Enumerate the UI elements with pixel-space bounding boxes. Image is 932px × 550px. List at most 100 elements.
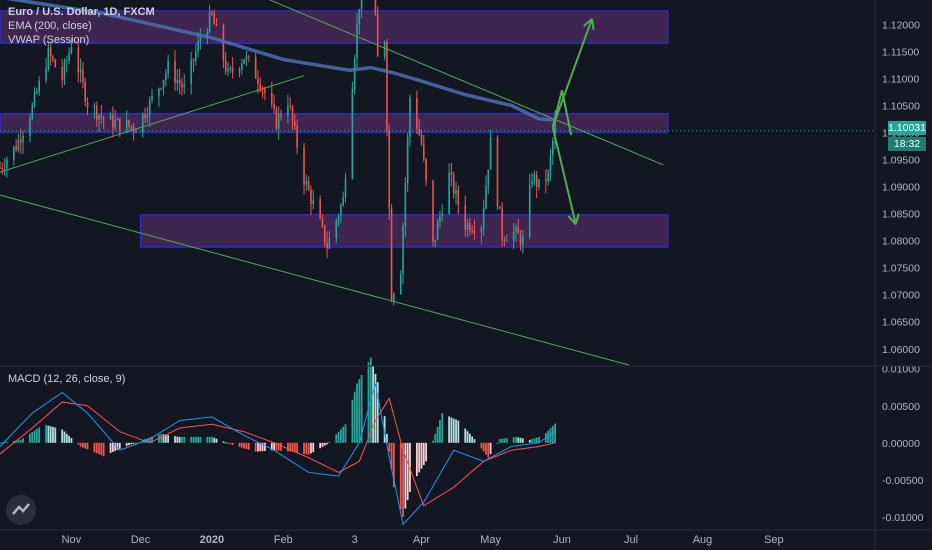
candle [505, 234, 508, 242]
candle [482, 199, 485, 237]
candle-body [273, 103, 275, 109]
macd-histogram-bar [367, 361, 370, 443]
candle-body [501, 208, 503, 240]
candle-body [399, 273, 402, 294]
time-tick-label: May [480, 534, 501, 546]
macd-histogram-bar [519, 437, 522, 443]
candle-body [63, 62, 66, 80]
macd-histogram-bar [390, 442, 393, 470]
ema-legend[interactable]: EMA (200, close) [8, 20, 92, 32]
price-tick-label: 1.07500 [882, 263, 920, 275]
candle-body [305, 181, 308, 185]
candle-body [294, 121, 296, 127]
time-tick-label: Aug [693, 534, 713, 546]
candle [358, 8, 361, 35]
candle-body [496, 137, 499, 207]
macd-histogram-bar [33, 430, 36, 443]
macd-histogram-bar [351, 399, 354, 443]
candle [386, 38, 388, 137]
macd-histogram-bar [280, 442, 282, 451]
macd-histogram-bar [501, 438, 504, 443]
macd-histogram-bar [339, 429, 342, 443]
macd-histogram-bar [100, 442, 103, 456]
vwap-legend[interactable]: VWAP (Session) [8, 34, 90, 46]
macd-histogram-bar [183, 436, 186, 443]
candle-body [519, 233, 522, 245]
macd-histogram-bar [386, 433, 388, 443]
macd-histogram-bar [61, 429, 64, 443]
candle [144, 107, 146, 123]
candle [275, 106, 278, 130]
macd-histogram-bar [432, 440, 434, 443]
candle-body [406, 137, 409, 184]
candle-body [49, 47, 52, 57]
candle [303, 142, 305, 195]
candle [512, 223, 515, 249]
candle-body [29, 118, 31, 136]
candle [3, 157, 6, 176]
candle [291, 104, 294, 130]
candle-body [432, 180, 434, 242]
macd-histogram-bar [406, 442, 409, 501]
macd-histogram-bar [65, 433, 68, 443]
macd-histogram-bar [84, 442, 87, 449]
macd-histogram-bar [425, 442, 427, 462]
candle [181, 77, 183, 96]
tradingview-logo-icon[interactable] [6, 495, 36, 525]
candle [418, 118, 420, 137]
macd-histogram-bar [52, 426, 54, 443]
macd-histogram-bar [503, 438, 506, 443]
candle [114, 109, 116, 131]
candle [29, 113, 31, 143]
candle-body [65, 60, 68, 63]
macd-histogram-bar [118, 442, 121, 449]
candle-body [128, 120, 130, 127]
macd-legend[interactable]: MACD (12, 26, close, 9) [8, 373, 126, 385]
candle-body [259, 83, 262, 89]
macd-histogram-bar [86, 442, 89, 450]
candle-body [162, 80, 165, 89]
candle [455, 181, 457, 205]
candle-body [183, 84, 186, 88]
macd-histogram-bar [162, 434, 165, 443]
candle [420, 129, 423, 147]
macd-histogram-bar [358, 379, 361, 443]
candle [496, 135, 499, 210]
candle-body [390, 208, 393, 302]
macd-histogram-bar [31, 432, 34, 443]
candle [231, 57, 234, 79]
candle-body [402, 226, 404, 274]
price-tick-label: 1.10500 [882, 100, 920, 112]
candle-body [335, 220, 338, 238]
macd-tick-label: 0.00500 [882, 401, 920, 413]
macd-histogram-bar [312, 442, 315, 453]
macd-histogram-bar [293, 442, 296, 453]
chart-legend: Euro / U.S. Dollar, 1D, FXCM EMA (200, c… [8, 5, 155, 47]
candle-body [287, 105, 289, 117]
candle-body [374, 0, 377, 15]
candle [211, 10, 213, 16]
candle [118, 117, 121, 138]
macd-histogram-bar [227, 442, 229, 444]
candle [353, 54, 356, 95]
symbol-title[interactable]: Euro / U.S. Dollar, 1D, FXCM [8, 6, 155, 18]
candle [409, 94, 411, 147]
candle [261, 85, 264, 99]
macd-histogram-bar [535, 437, 538, 443]
candle-body [174, 61, 176, 84]
candle-body [95, 105, 98, 121]
macd-histogram-bar [109, 442, 112, 453]
macd-histogram-bar [277, 442, 280, 451]
candle [128, 119, 130, 130]
candle-body [528, 184, 531, 237]
candle-body [531, 181, 533, 185]
candle [335, 218, 338, 244]
candle-body [482, 208, 485, 229]
price-tick-label: 1.06000 [882, 344, 920, 356]
arrow-shaft [551, 18, 593, 128]
candle-body [441, 213, 444, 216]
macd-histogram-bar [1, 442, 4, 444]
macd-histogram-bar [210, 436, 213, 443]
candle [547, 169, 549, 186]
